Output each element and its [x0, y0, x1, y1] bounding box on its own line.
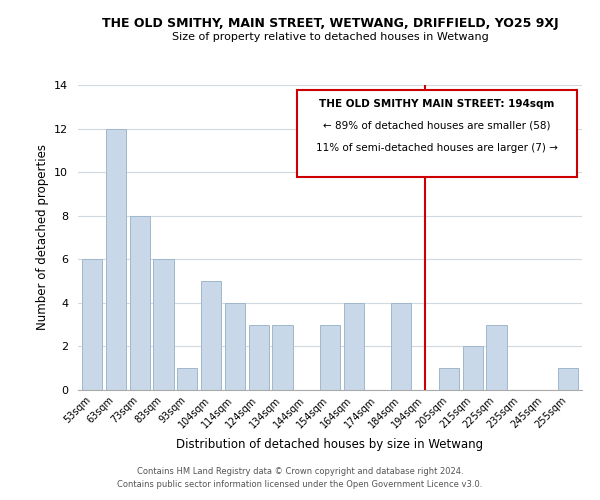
Bar — [201, 281, 221, 390]
Text: Size of property relative to detached houses in Wetwang: Size of property relative to detached ho… — [172, 32, 488, 42]
Bar — [557, 368, 578, 390]
Bar — [439, 368, 459, 390]
Bar — [248, 324, 269, 390]
Bar — [177, 368, 197, 390]
Bar — [487, 324, 506, 390]
Bar — [130, 216, 150, 390]
Text: THE OLD SMITHY MAIN STREET: 194sqm: THE OLD SMITHY MAIN STREET: 194sqm — [319, 98, 555, 108]
Bar — [272, 324, 293, 390]
Bar — [391, 303, 412, 390]
Text: THE OLD SMITHY, MAIN STREET, WETWANG, DRIFFIELD, YO25 9XJ: THE OLD SMITHY, MAIN STREET, WETWANG, DR… — [101, 18, 559, 30]
Y-axis label: Number of detached properties: Number of detached properties — [35, 144, 49, 330]
Text: 11% of semi-detached houses are larger (7) →: 11% of semi-detached houses are larger (… — [316, 143, 558, 153]
Bar — [154, 260, 173, 390]
Bar — [82, 260, 103, 390]
Text: ← 89% of detached houses are smaller (58): ← 89% of detached houses are smaller (58… — [323, 120, 551, 130]
Bar — [320, 324, 340, 390]
Bar — [225, 303, 245, 390]
Text: Contains public sector information licensed under the Open Government Licence v3: Contains public sector information licen… — [118, 480, 482, 489]
Bar — [344, 303, 364, 390]
X-axis label: Distribution of detached houses by size in Wetwang: Distribution of detached houses by size … — [176, 438, 484, 451]
Bar — [106, 128, 126, 390]
Text: Contains HM Land Registry data © Crown copyright and database right 2024.: Contains HM Land Registry data © Crown c… — [137, 467, 463, 476]
FancyBboxPatch shape — [297, 90, 577, 176]
Bar — [463, 346, 483, 390]
